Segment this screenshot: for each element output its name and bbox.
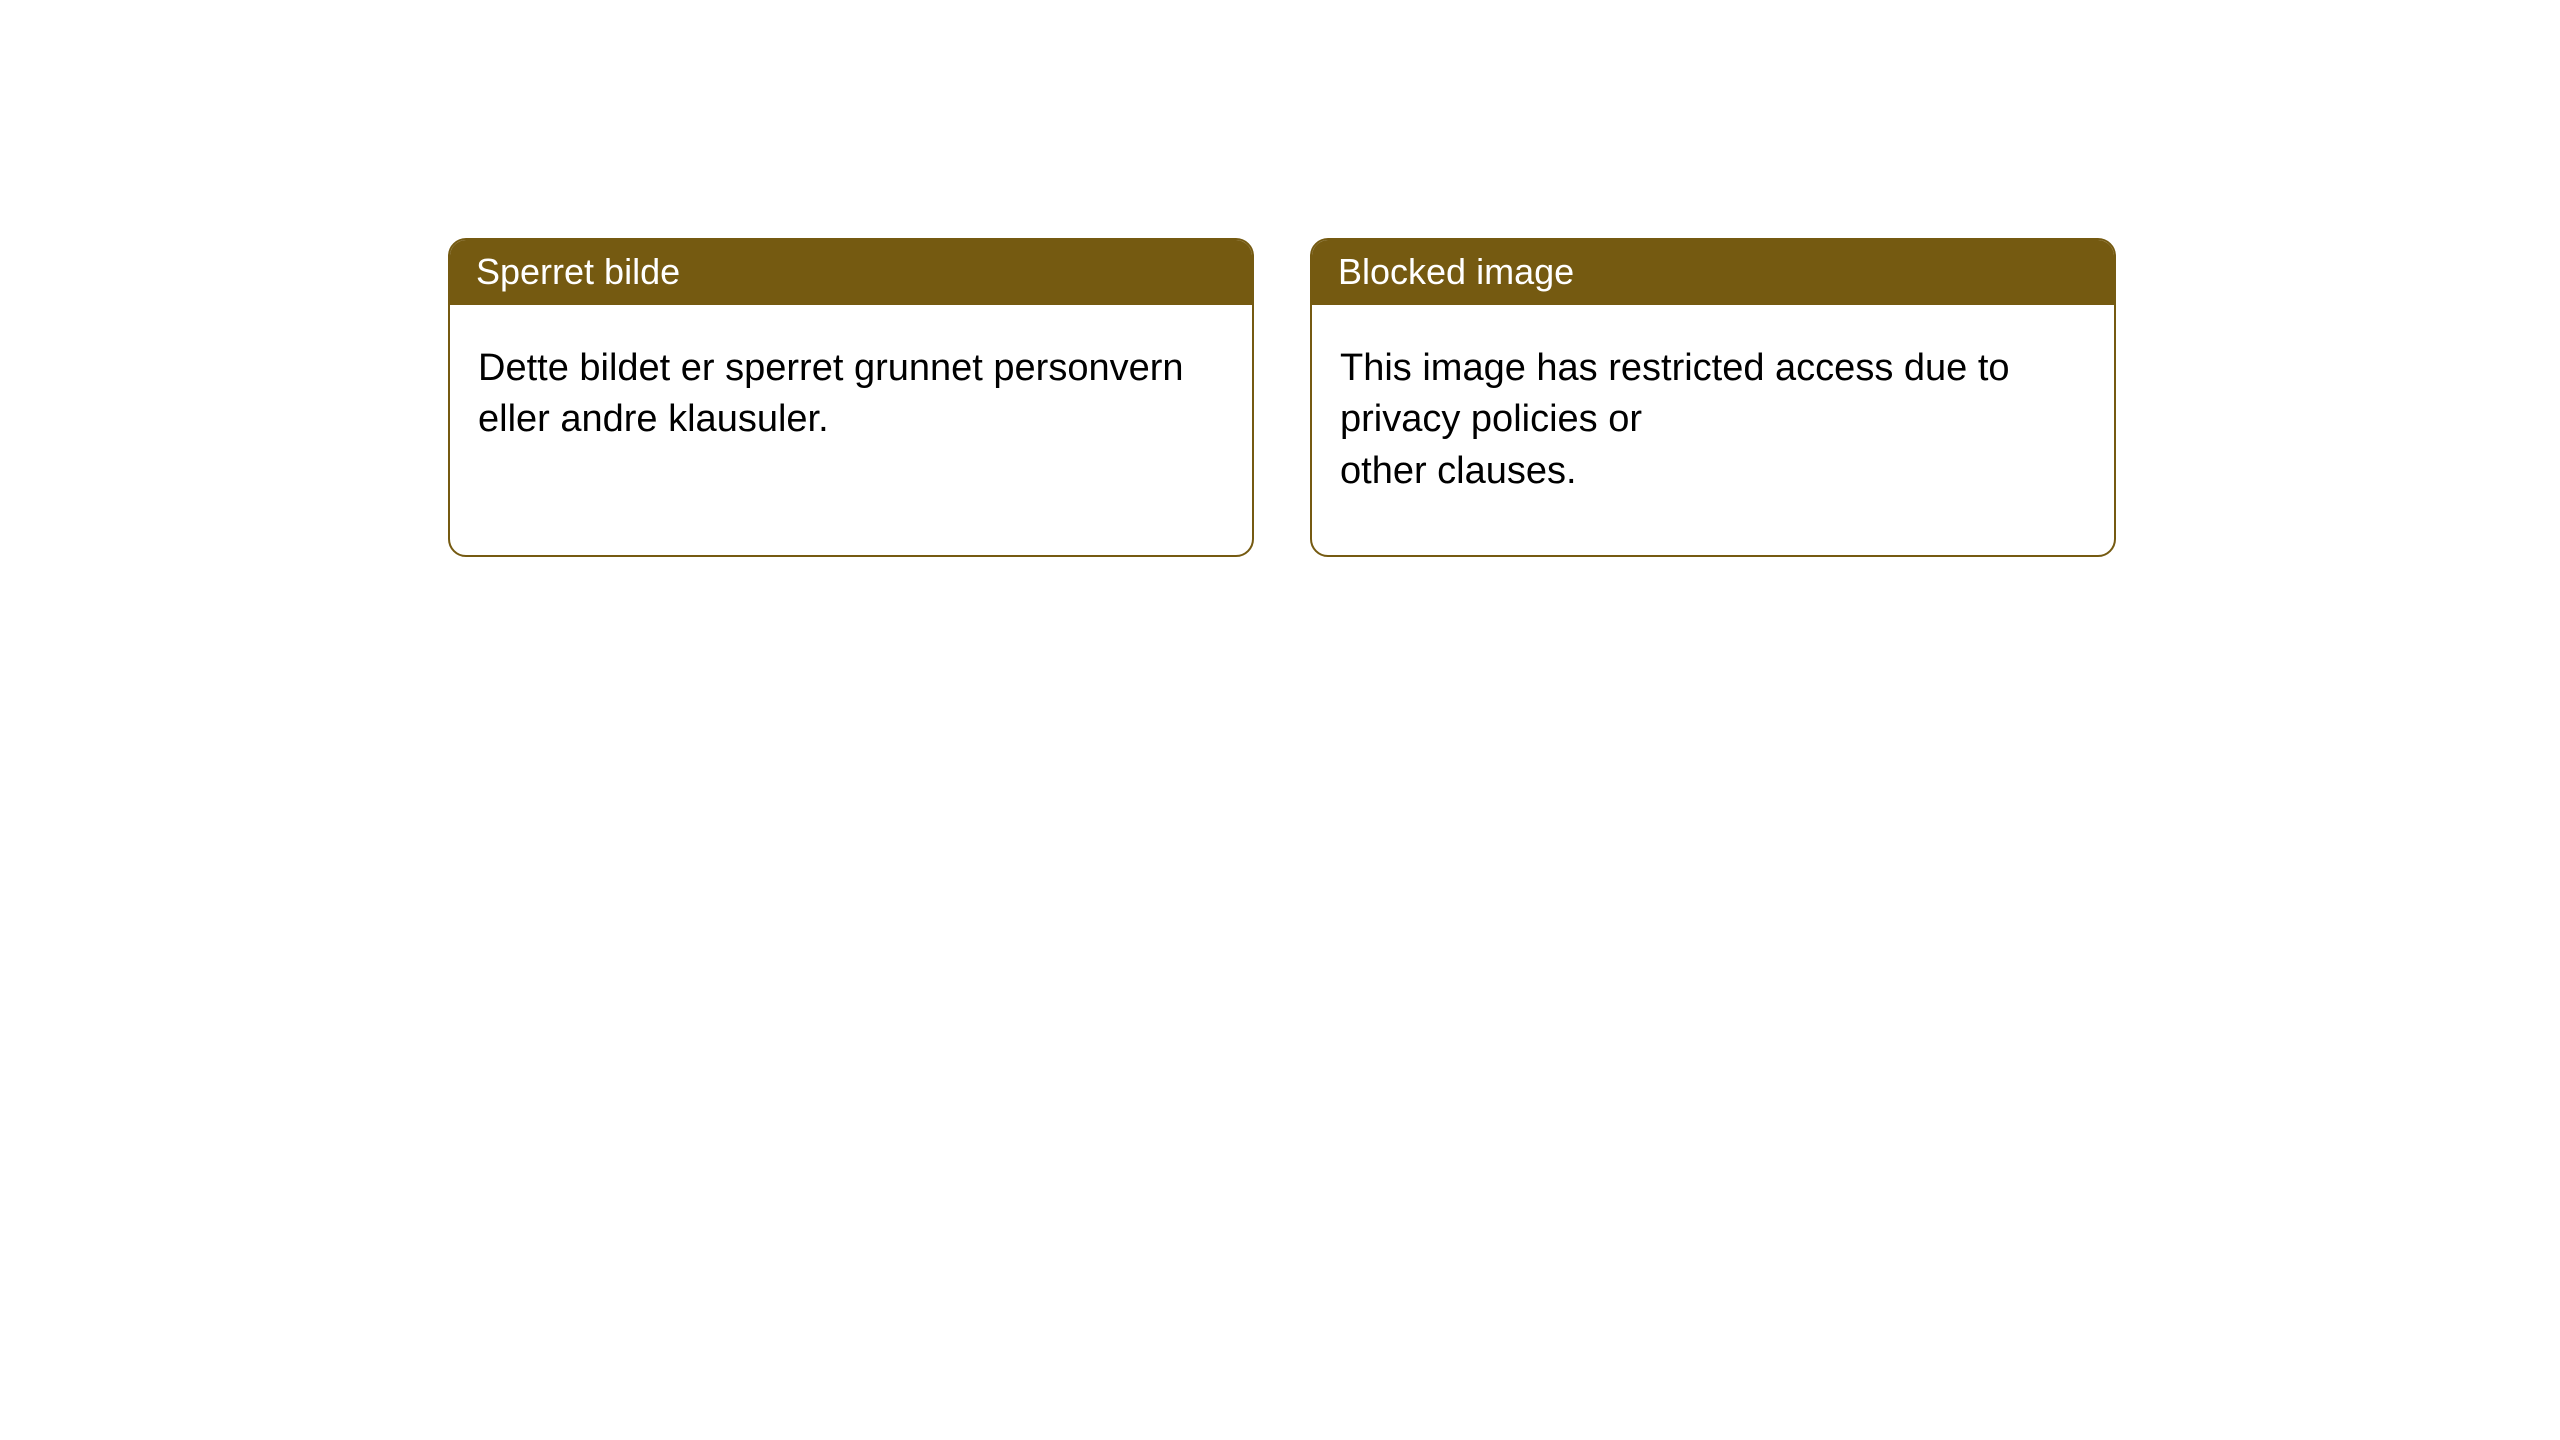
- notice-card-no: Sperret bilde Dette bildet er sperret gr…: [448, 238, 1254, 557]
- notice-card-body: Dette bildet er sperret grunnet personve…: [450, 305, 1252, 505]
- notice-card-header: Blocked image: [1312, 240, 2114, 305]
- notice-cards-container: Sperret bilde Dette bildet er sperret gr…: [0, 0, 2560, 557]
- notice-card-en: Blocked image This image has restricted …: [1310, 238, 2116, 557]
- notice-card-body: This image has restricted access due to …: [1312, 305, 2114, 555]
- notice-card-header: Sperret bilde: [450, 240, 1252, 305]
